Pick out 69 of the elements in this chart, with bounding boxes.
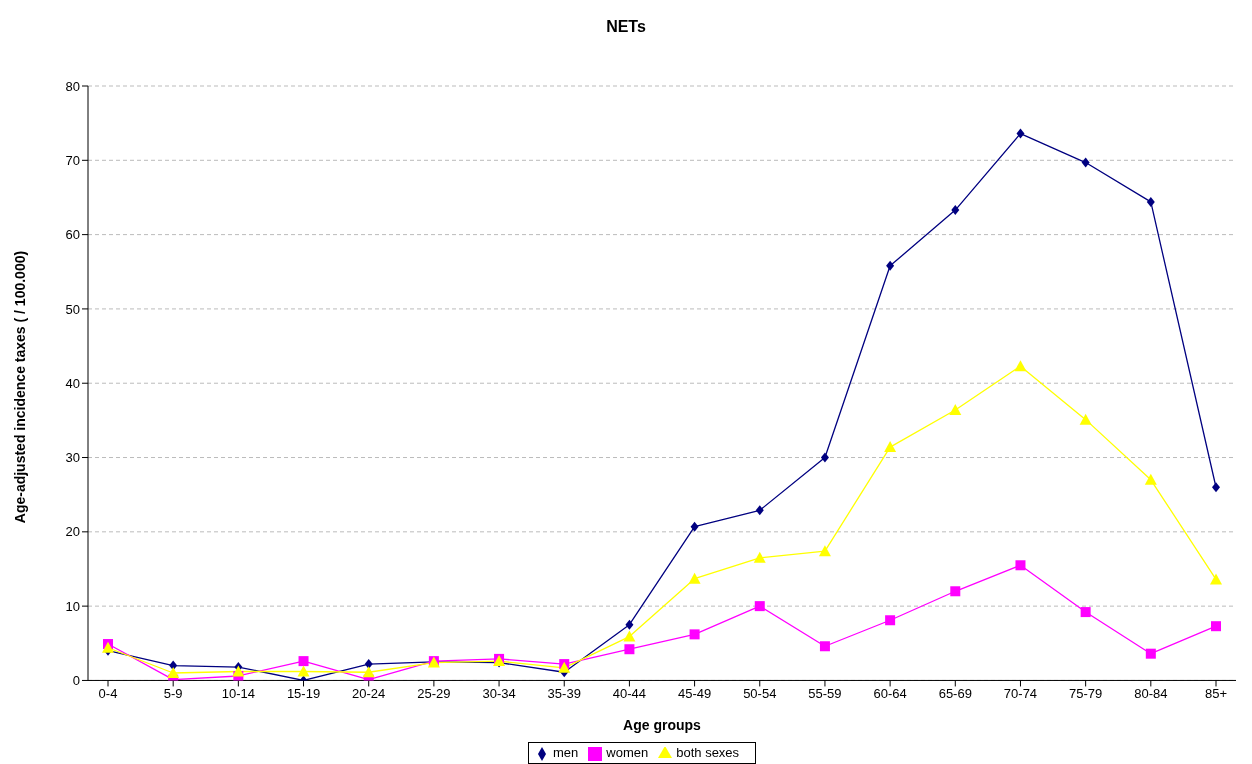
y-axis-title: Age-adjusted incidence taxes ( / 100.000) (11, 250, 28, 524)
x-axis-title: Age groups (623, 717, 702, 734)
point (1210, 573, 1222, 585)
x-tick-label: 25-29 (417, 685, 451, 701)
point (819, 641, 830, 652)
legend-label: men (553, 745, 579, 761)
point (1212, 482, 1220, 493)
x-tick-label: 10-14 (221, 685, 255, 701)
point (1145, 648, 1156, 659)
x-tick-label: 5-9 (163, 685, 183, 701)
point (818, 545, 831, 557)
point (884, 441, 897, 453)
y-tick-label: 70 (65, 152, 80, 168)
x-tick-label: 75-79 (1069, 685, 1103, 701)
x-tick-label: 20-24 (352, 685, 386, 701)
point (1080, 607, 1091, 618)
y-tick-label: 0 (72, 673, 80, 689)
point (820, 452, 829, 463)
legend-label: women (606, 745, 649, 761)
point (167, 667, 180, 679)
point (1144, 473, 1157, 485)
x-tick-label: 35-39 (547, 685, 581, 701)
legend-label: both sexes (676, 745, 740, 761)
point (949, 403, 962, 415)
point (169, 660, 178, 671)
point (1015, 560, 1026, 571)
point (298, 656, 309, 667)
y-tick-label: 50 (65, 301, 80, 317)
point (688, 572, 701, 584)
point (689, 629, 700, 640)
x-tick-label: 65-69 (938, 685, 972, 701)
point (690, 521, 699, 532)
point (232, 665, 245, 677)
point (297, 665, 310, 677)
x-tick-label: 70-74 (1003, 685, 1038, 701)
y-tick-label: 80 (65, 78, 80, 94)
point (1081, 157, 1090, 168)
point (1079, 413, 1092, 425)
point (623, 630, 636, 642)
point (755, 505, 764, 516)
point (754, 601, 765, 612)
x-tick-label: 50-54 (743, 685, 777, 701)
point (886, 260, 895, 271)
point (950, 586, 961, 597)
y-tick-label: 60 (65, 227, 80, 243)
x-tick-label: 55-59 (808, 685, 842, 701)
x-tick-label: 80-84 (1134, 685, 1168, 701)
point (624, 644, 635, 655)
x-tick-label: 45-49 (677, 685, 712, 701)
point (885, 615, 896, 626)
point (1016, 128, 1025, 139)
x-tick-label: 30-34 (482, 685, 516, 701)
x-tick-label: 0-4 (98, 685, 118, 701)
point (362, 666, 375, 678)
y-tick-label: 30 (65, 450, 80, 466)
point (1146, 196, 1155, 207)
point (625, 619, 634, 630)
x-tick-label: 40-44 (612, 685, 647, 701)
y-tick-label: 10 (65, 598, 80, 614)
x-tick-label: 85+ (1204, 685, 1228, 701)
chart-title: NETs (605, 17, 647, 37)
y-tick-label: 40 (65, 375, 80, 391)
point (1014, 360, 1027, 372)
point (951, 205, 960, 216)
x-tick-label: 15-19 (286, 685, 321, 701)
point (1211, 621, 1221, 632)
point (753, 551, 766, 563)
y-tick-label: 20 (65, 524, 80, 540)
x-tick-label: 60-64 (873, 685, 907, 701)
